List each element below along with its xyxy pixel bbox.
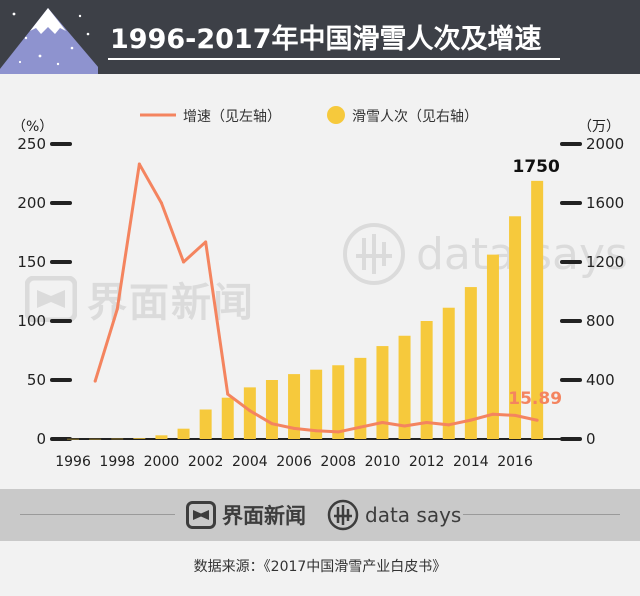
jiemian-logo-text: 界面新闻 xyxy=(222,504,306,528)
bar-value-label: 1750 xyxy=(512,157,559,177)
x-axis-tick-label: 2008 xyxy=(320,454,356,470)
bar-2010 xyxy=(376,346,389,439)
left-axis-unit: （%） xyxy=(12,119,53,135)
page-title: 1996-2017年中国滑雪人次及增速 xyxy=(110,24,542,55)
growth-point-2011 xyxy=(403,424,407,428)
left-axis-tick-label: 150 xyxy=(17,253,46,271)
bar-2008 xyxy=(332,365,345,439)
bar-2004 xyxy=(243,387,256,439)
chart-annotations: 1750 15.89 xyxy=(508,157,562,409)
bar-series xyxy=(67,180,544,440)
title-underline xyxy=(108,58,560,60)
growth-point-1997 xyxy=(93,379,97,383)
line-value-label: 15.89 xyxy=(508,389,562,409)
x-axis-tick-label: 2000 xyxy=(144,454,180,470)
bar-2011 xyxy=(398,335,411,439)
bar-1997 xyxy=(89,438,102,440)
datasays-logo-text: data says xyxy=(365,503,462,527)
legend-bar-swatch xyxy=(327,106,345,124)
jiemian-logo-icon xyxy=(186,501,216,529)
datasays-watermark-text: data says xyxy=(416,228,628,280)
right-axis-tick-label: 1200 xyxy=(586,253,624,271)
datasays-logo-icon xyxy=(327,499,359,531)
footer-divider-left xyxy=(20,514,175,515)
right-axis: 0 400 800 1200 1600 2000 xyxy=(560,135,624,448)
growth-point-2012 xyxy=(425,420,429,424)
bar-2003 xyxy=(221,397,234,439)
x-axis-tick-label: 2006 xyxy=(276,454,312,470)
growth-point-2006 xyxy=(292,426,296,430)
left-axis-tick-label: 50 xyxy=(27,371,46,389)
x-axis-tick-label: 2010 xyxy=(365,454,401,470)
bar-2017 xyxy=(531,180,544,439)
snow-mountain-icon xyxy=(0,8,98,74)
growth-point-2007 xyxy=(314,429,318,433)
footer-band xyxy=(0,489,640,541)
datasays-watermark-icon xyxy=(343,223,405,285)
left-axis-tick-label: 200 xyxy=(17,194,46,212)
growth-point-2000 xyxy=(159,201,163,205)
chart-area: 增速（见左轴） 滑雪人次（见右轴） （%） （万） 0 50 100 150 200 25… xyxy=(12,106,624,470)
growth-point-2002 xyxy=(204,240,208,244)
left-axis-tick-label: 0 xyxy=(36,430,46,448)
bar-2005 xyxy=(265,380,278,439)
growth-point-2010 xyxy=(380,420,384,424)
footer-divider-right xyxy=(463,514,620,515)
growth-point-1998 xyxy=(115,307,119,311)
left-axis-tick-label: 250 xyxy=(17,135,46,153)
bar-2009 xyxy=(354,357,367,439)
bar-2007 xyxy=(310,369,323,439)
bar-2015 xyxy=(486,254,499,439)
x-axis: 1996 1998 2000 2002 2004 2006 2008 2010 2012 2014… xyxy=(55,454,533,470)
legend-line-label: 增速（见左轴） xyxy=(183,109,281,125)
bar-1996 xyxy=(67,438,80,440)
growth-point-2014 xyxy=(469,418,473,422)
x-axis-tick-label: 2012 xyxy=(409,454,445,470)
growth-point-2001 xyxy=(182,260,186,264)
x-axis-tick-label: 2014 xyxy=(453,454,489,470)
bar-2001 xyxy=(177,428,190,439)
growth-point-2009 xyxy=(358,425,362,429)
growth-point-2016 xyxy=(513,413,517,417)
bar-2006 xyxy=(288,374,301,439)
x-axis-tick-label: 2002 xyxy=(188,454,224,470)
bar-2013 xyxy=(442,307,455,439)
growth-point-2004 xyxy=(248,409,252,413)
bar-2000 xyxy=(155,435,168,439)
left-axis: 0 50 100 150 200 250 xyxy=(17,135,72,448)
growth-point-2003 xyxy=(226,392,230,396)
bar-2014 xyxy=(464,287,477,439)
right-axis-tick-label: 400 xyxy=(586,371,615,389)
bar-2002 xyxy=(199,409,212,439)
growth-point-1999 xyxy=(137,162,141,166)
header-bar: 1996-2017年中国滑雪人次及增速 xyxy=(0,0,640,74)
right-axis-tick-label: 800 xyxy=(586,312,615,330)
datasays-logo: data says xyxy=(327,499,462,531)
growth-point-2017 xyxy=(535,418,539,422)
datasays-watermark: data says xyxy=(342,222,628,286)
bar-2012 xyxy=(420,321,433,439)
bar-1998 xyxy=(111,438,124,440)
chart-legend: 增速（见左轴） 滑雪人次（见右轴） xyxy=(140,106,478,125)
growth-point-2015 xyxy=(491,412,495,416)
growth-point-2008 xyxy=(336,430,340,434)
line-series xyxy=(93,162,539,434)
x-axis-tick-label: 2004 xyxy=(232,454,268,470)
source-note: 数据来源：《2017中国滑雪产业白皮书》 xyxy=(193,559,447,575)
right-axis-tick-label: 2000 xyxy=(586,135,624,153)
left-axis-tick-label: 100 xyxy=(17,312,46,330)
jiemian-logo: 界面新闻 xyxy=(186,500,306,530)
growth-point-2005 xyxy=(270,422,274,426)
growth-point-2013 xyxy=(447,423,451,427)
x-axis-tick-label: 2016 xyxy=(497,454,533,470)
right-axis-tick-label: 1600 xyxy=(586,194,624,212)
bar-1999 xyxy=(133,438,146,439)
x-axis-tick-label: 1996 xyxy=(55,454,91,470)
right-axis-tick-label: 0 xyxy=(586,430,596,448)
bar-2016 xyxy=(509,216,522,439)
right-axis-unit: （万） xyxy=(578,119,620,135)
x-axis-tick-label: 1998 xyxy=(99,454,135,470)
legend-bar-label: 滑雪人次（见右轴） xyxy=(352,108,478,125)
